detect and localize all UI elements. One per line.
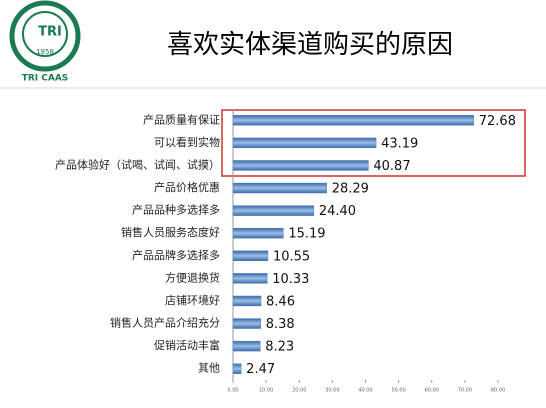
- value-label: 8.23: [265, 340, 294, 355]
- bar: [232, 250, 269, 262]
- value-label: 28.29: [332, 182, 369, 197]
- value-label: 8.46: [266, 294, 295, 309]
- value-label: 10.33: [272, 272, 309, 287]
- bar: [232, 182, 327, 194]
- x-tick-label: 70.00: [458, 388, 472, 394]
- category-label: 产品质量有保证: [143, 112, 220, 126]
- x-tick-label: 80.00: [491, 388, 505, 394]
- bar: [232, 160, 369, 171]
- value-label: 40.87: [373, 159, 410, 174]
- bar: [232, 340, 261, 352]
- chart-title: 喜欢实体渠道购买的原因: [167, 30, 453, 60]
- x-tick-label: 40.00: [358, 388, 372, 394]
- value-label: 24.40: [319, 204, 356, 219]
- category-label: 销售人员产品介绍充分: [110, 316, 220, 330]
- x-tick-label: 0.00: [227, 388, 238, 394]
- value-label: 10.55: [273, 249, 310, 264]
- highlight-box: [221, 109, 526, 177]
- logo-abbr: TRI: [38, 25, 62, 40]
- x-tick-label: 30.00: [325, 388, 339, 394]
- category-label: 方便退换货: [165, 270, 220, 284]
- x-tick-label: 10.00: [259, 388, 273, 394]
- x-tick-label: 60.00: [425, 388, 439, 394]
- value-label: 2.47: [246, 362, 275, 377]
- bar: [232, 295, 262, 307]
- category-label: 可以看到实物: [154, 135, 220, 149]
- value-label: 8.38: [266, 317, 295, 332]
- bar: [232, 205, 315, 216]
- bar: [232, 363, 242, 374]
- category-label: 产品品种多选择多: [132, 203, 220, 217]
- category-label: 产品体验好（试喝、试闻、试摸）: [55, 157, 220, 171]
- bar: [232, 137, 377, 149]
- category-label: 产品品牌多选择多: [132, 248, 220, 262]
- bar: [232, 227, 284, 239]
- bar: [232, 273, 268, 284]
- bar: [232, 318, 262, 329]
- logo: TRI 1958 TRI CAAS: [9, 0, 81, 84]
- logo-year: 1958: [36, 48, 54, 56]
- logo-name: TRI CAAS: [22, 74, 69, 84]
- category-label: 销售人员服务态度好: [121, 225, 220, 239]
- value-label: 43.19: [381, 136, 418, 151]
- logo-ring: [9, 0, 81, 72]
- x-tick-label: 50.00: [391, 388, 405, 394]
- category-label: 产品价格优惠: [154, 180, 220, 194]
- x-tick-label: 20.00: [292, 388, 306, 394]
- logo-inner: [22, 11, 68, 57]
- category-label: 促销活动丰富: [154, 338, 220, 352]
- bar: [232, 115, 475, 126]
- category-label: 其他: [198, 362, 220, 375]
- value-label: 72.68: [479, 114, 516, 129]
- value-label: 15.19: [288, 227, 325, 242]
- category-label: 店铺环境好: [165, 293, 220, 307]
